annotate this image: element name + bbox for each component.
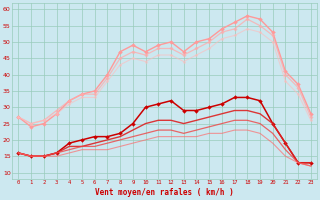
X-axis label: Vent moyen/en rafales ( km/h ): Vent moyen/en rafales ( km/h ) [95, 188, 234, 197]
